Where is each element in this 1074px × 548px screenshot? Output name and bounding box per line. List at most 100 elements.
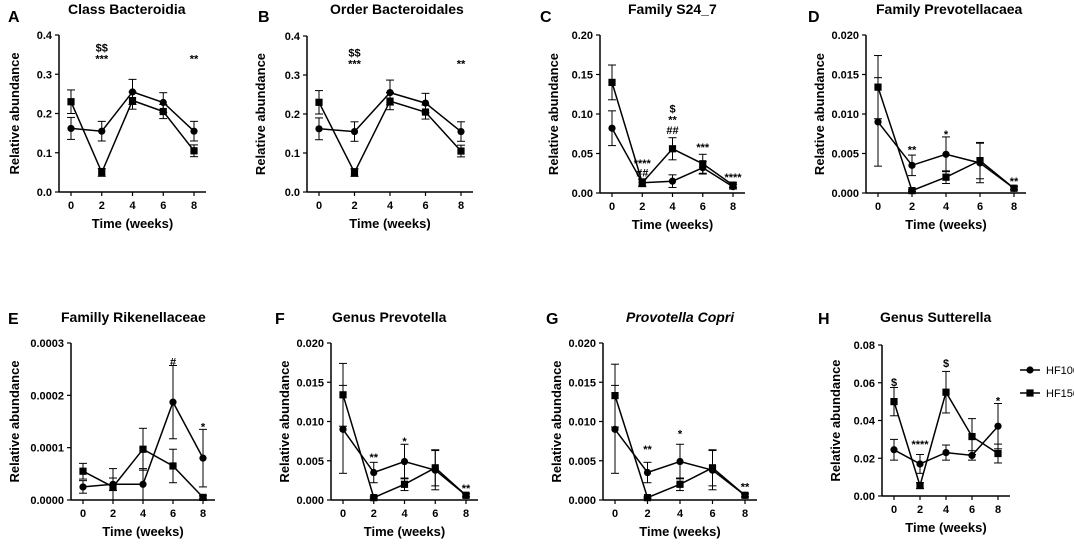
series-HF100 xyxy=(315,80,465,141)
y-axis-label: Relative abundance xyxy=(7,52,22,174)
x-tick-label: 6 xyxy=(170,508,176,520)
x-tick-label: 4 xyxy=(387,200,394,212)
data-point xyxy=(908,162,915,169)
series-HF150 xyxy=(67,90,198,176)
x-tick-label: 8 xyxy=(1011,201,1017,213)
y-tick-label: 0.1 xyxy=(37,148,52,160)
data-point xyxy=(608,125,615,132)
data-point xyxy=(699,160,706,167)
data-point xyxy=(942,389,949,396)
significance-annotation: ** xyxy=(190,54,199,66)
x-tick-label: 2 xyxy=(99,200,105,212)
data-point xyxy=(916,460,923,467)
legend: HF100 HF150 xyxy=(1020,365,1074,400)
data-point xyxy=(890,446,897,453)
data-point xyxy=(669,145,676,152)
data-point xyxy=(169,462,176,469)
data-point xyxy=(386,98,393,105)
x-tick-label: 0 xyxy=(68,200,74,212)
x-tick-label: 4 xyxy=(401,508,408,520)
chart-title: Order Bacteroidales xyxy=(330,1,464,17)
data-point xyxy=(676,458,683,465)
series-HF150 xyxy=(890,371,1002,489)
figure: A Class Bacteroidia0.00.10.20.30.40 2 4 6 8Ti… xyxy=(0,0,1074,548)
y-tick-label: 0.010 xyxy=(296,417,324,429)
significance-annotation: ## xyxy=(666,125,678,137)
data-point xyxy=(942,174,949,181)
chart-title: Family S24_7 xyxy=(628,1,717,17)
x-tick-label: 2 xyxy=(909,201,915,213)
data-point xyxy=(916,482,923,489)
data-point xyxy=(976,157,983,164)
data-point xyxy=(315,125,322,132)
chart-title: Family Prevotellacaea xyxy=(876,1,1023,17)
x-tick-label: 2 xyxy=(639,201,645,213)
y-tick-label: 0.3 xyxy=(285,70,300,82)
panel-letter: D xyxy=(808,9,820,26)
data-point xyxy=(67,125,74,132)
y-tick-label: 0.0000 xyxy=(30,495,64,507)
y-axis-label: Relative abundance xyxy=(546,53,561,175)
data-point xyxy=(401,458,408,465)
series-HF150 xyxy=(339,363,470,501)
significance-annotation: ** xyxy=(741,482,750,494)
legend-label: HF150 xyxy=(1046,388,1074,400)
y-tick-label: 0.000 xyxy=(296,495,324,507)
data-point xyxy=(994,450,1001,457)
data-point xyxy=(709,464,716,471)
chart-title: Genus Prevotella xyxy=(332,309,447,325)
y-tick-label: 0.000 xyxy=(568,495,596,507)
x-tick-label: 0 xyxy=(80,508,86,520)
x-tick-label: 0 xyxy=(340,508,346,520)
data-point xyxy=(370,494,377,501)
x-axis-label: Time (weeks) xyxy=(364,524,445,539)
y-tick-label: 0.015 xyxy=(568,377,596,389)
x-axis-label: Time (weeks) xyxy=(639,524,720,539)
panel-letter: E xyxy=(8,311,19,328)
significance-annotation: ** xyxy=(462,483,471,495)
panel-A: A Class Bacteroidia0.00.10.20.30.40 2 4 6 8Ti… xyxy=(7,1,206,231)
series-line xyxy=(319,101,461,172)
significance-annotation: * xyxy=(678,428,683,440)
data-point xyxy=(942,151,949,158)
y-tick-label: 0.00 xyxy=(854,491,875,503)
panel-letter: H xyxy=(818,311,830,328)
chart-title: Genus Sutterella xyxy=(880,309,991,325)
x-tick-label: 8 xyxy=(200,508,206,520)
x-axis-label: Time (weeks) xyxy=(632,217,713,232)
y-tick-label: 0.015 xyxy=(831,70,859,82)
x-tick-label: 4 xyxy=(943,504,950,516)
data-point xyxy=(644,494,651,501)
y-tick-label: 0.20 xyxy=(572,30,593,42)
x-axis-label: Time (weeks) xyxy=(349,216,430,231)
panel-C: C Family S24_7 0.00 0.05 0.10 0.15 0.20 0 2 4 6 8 Ti… xyxy=(540,1,745,232)
y-tick-label: 0.3 xyxy=(37,69,52,81)
significance-annotation: *** xyxy=(696,142,710,154)
legend-label: HF100 xyxy=(1046,365,1074,377)
y-tick-label: 0.2 xyxy=(285,109,300,121)
data-point xyxy=(79,483,86,490)
significance-annotation: ** xyxy=(1010,176,1019,188)
y-axis-label: Relative abundance xyxy=(7,360,22,482)
data-point xyxy=(315,99,322,106)
legend-square-marker xyxy=(1026,389,1033,396)
panel-letter: F xyxy=(275,311,285,328)
data-point xyxy=(422,108,429,115)
data-point xyxy=(669,178,676,185)
data-point xyxy=(457,147,464,154)
significance-annotation: ** xyxy=(369,452,378,464)
data-point xyxy=(139,481,146,488)
panel-H: H Genus Sutterella0.000.020.040.060.080 2 4… xyxy=(818,309,1010,535)
significance-annotation: * xyxy=(944,129,949,141)
x-axis-label: Time (weeks) xyxy=(92,216,173,231)
significance-annotation: $ xyxy=(891,377,897,389)
x-tick-label: 6 xyxy=(432,508,438,520)
y-tick-label: 0.00 xyxy=(572,188,593,200)
x-tick-label: 4 xyxy=(140,508,147,520)
data-point xyxy=(339,426,346,433)
significance-annotation: # xyxy=(170,356,176,368)
y-tick-label: 0.15 xyxy=(572,70,593,82)
significance-annotation: ## xyxy=(636,167,648,179)
significance-annotation: *** xyxy=(95,54,109,66)
x-tick-label: 8 xyxy=(191,200,197,212)
